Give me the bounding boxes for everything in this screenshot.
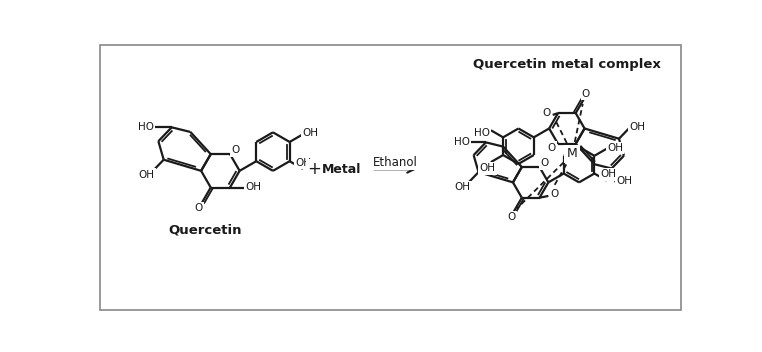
Text: +: + [307,160,322,178]
Text: OH: OH [616,176,632,186]
Text: Ethanol: Ethanol [373,156,418,169]
Text: O: O [540,158,549,168]
Text: OH: OH [303,128,319,138]
Text: O: O [548,143,556,153]
Text: OH: OH [629,122,645,132]
Text: O: O [194,203,203,213]
Text: HO: HO [138,122,154,132]
Text: O: O [231,145,239,155]
Text: OH: OH [455,182,471,192]
Text: O: O [582,89,590,99]
Text: Metal: Metal [322,163,362,176]
Text: OH: OH [600,169,616,180]
Text: M: M [567,147,578,161]
Text: O: O [543,108,551,118]
Text: HO: HO [474,128,490,138]
Text: Quercetin: Quercetin [168,224,242,237]
Text: HO: HO [453,137,469,147]
Text: O: O [507,212,516,222]
Text: OH: OH [245,182,261,192]
Text: O: O [550,189,559,199]
Text: Quercetin metal complex: Quercetin metal complex [473,58,661,71]
Text: OH: OH [480,163,496,173]
Text: OH: OH [295,158,311,168]
Text: OH: OH [607,143,623,153]
Text: OH: OH [139,170,155,180]
FancyBboxPatch shape [101,45,680,310]
